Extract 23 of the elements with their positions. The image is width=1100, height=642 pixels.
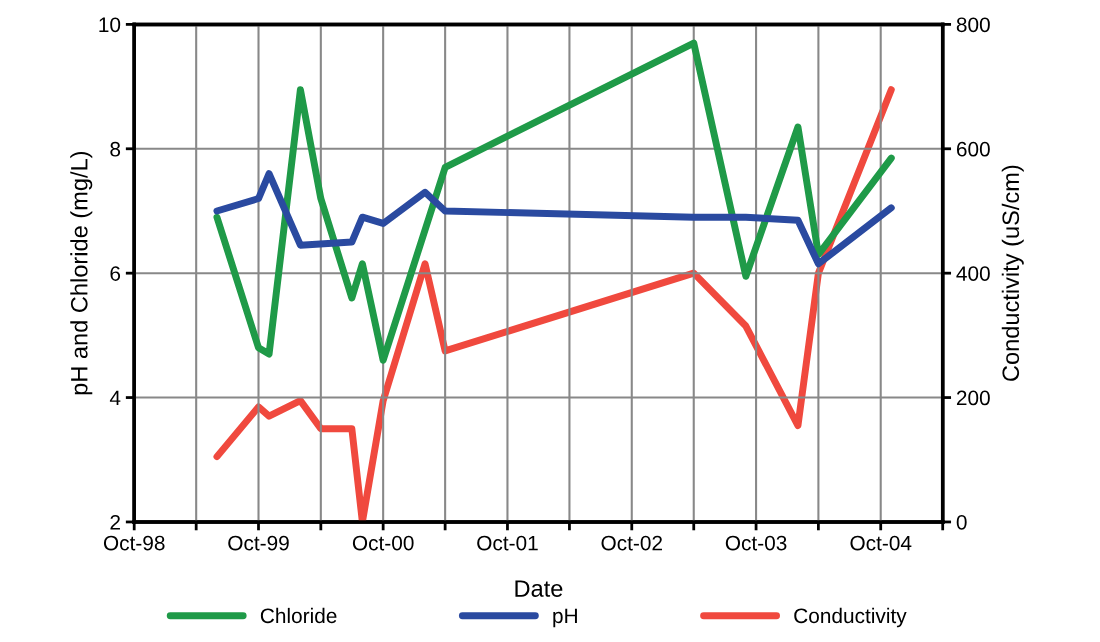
y2-tick-label: 600 <box>956 141 990 157</box>
legend-label: Chloride <box>260 607 337 624</box>
y-tick-label: 4 <box>109 390 121 406</box>
y2-tick-label: 0 <box>956 514 967 530</box>
y2-axis-title: Conductivity (uS/cm) <box>1001 165 1024 381</box>
y2-tick-label: 800 <box>956 17 990 33</box>
legend-label: pH <box>553 608 577 628</box>
x-tick-label: Oct-99 <box>228 535 289 551</box>
legend-label: Conductivity <box>794 607 907 628</box>
x-axis-title: Date <box>515 580 563 597</box>
y-axis-title: pH and Chloride (mg/L) <box>70 151 93 395</box>
x-tick-label: Oct-01 <box>477 535 538 551</box>
y-tick-label: 6 <box>110 266 121 281</box>
x-tick-label: Oct-00 <box>352 535 414 551</box>
x-tick-label: Oct-04 <box>850 535 912 551</box>
y2-tick-label: 200 <box>956 390 990 406</box>
y2-tick-label: 400 <box>956 266 990 281</box>
x-tick-label: Oct-03 <box>725 535 787 551</box>
y-tick-label: 2 <box>110 514 120 530</box>
y-tick-label: 10 <box>99 17 121 33</box>
x-tick-label: Oct-98 <box>103 535 165 551</box>
y-tick-label: 8 <box>110 141 121 157</box>
x-tick-label: Oct-02 <box>601 535 662 551</box>
